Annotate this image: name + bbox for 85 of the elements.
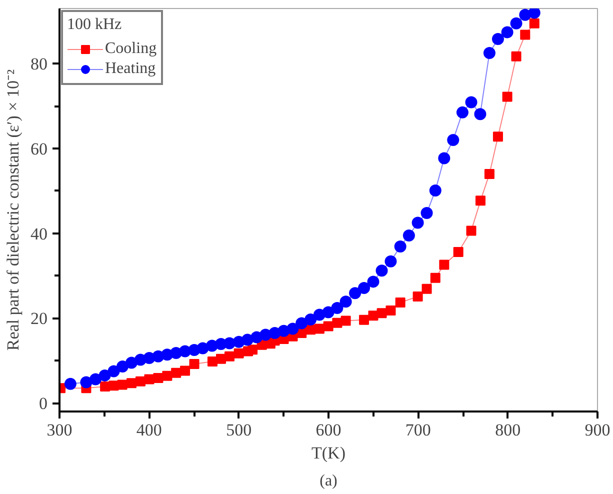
point [394, 240, 406, 252]
point [520, 30, 530, 40]
point [108, 365, 120, 378]
point [359, 314, 370, 325]
point [117, 380, 128, 390]
point [340, 296, 352, 308]
point [465, 96, 478, 108]
point [386, 306, 396, 316]
point [511, 51, 522, 62]
y-tick-label: 80 [30, 54, 48, 74]
point [314, 324, 324, 334]
point [484, 168, 494, 179]
point [248, 344, 258, 355]
y-tick-label: 20 [30, 309, 48, 328]
point [349, 287, 362, 300]
point [332, 318, 342, 328]
point [322, 306, 334, 318]
point [501, 26, 514, 38]
point [492, 33, 504, 46]
point [340, 316, 351, 326]
point [422, 284, 432, 294]
x-tick-label: 600 [316, 420, 342, 440]
point [304, 313, 317, 326]
point [64, 378, 76, 390]
point [528, 8, 540, 19]
point [438, 152, 450, 164]
point [395, 297, 406, 308]
point [241, 334, 254, 346]
point [98, 369, 111, 382]
point [224, 351, 235, 362]
point [502, 92, 512, 102]
point [420, 206, 433, 219]
point [447, 134, 460, 146]
x-tick-label: 700 [405, 420, 431, 440]
point [429, 184, 442, 196]
point [529, 18, 540, 28]
point [475, 196, 486, 206]
point [456, 106, 468, 118]
point [376, 308, 387, 318]
x-tick-label: 900 [584, 420, 610, 440]
point [286, 322, 299, 335]
point [116, 360, 129, 373]
point [126, 378, 136, 388]
point [331, 302, 344, 314]
point [402, 229, 415, 242]
point [474, 108, 486, 120]
point [519, 8, 532, 21]
point [323, 321, 334, 332]
point [189, 358, 200, 369]
point [510, 17, 522, 30]
point [162, 370, 172, 381]
legend-title: 100 kHz [67, 16, 123, 34]
point [384, 255, 397, 268]
point [171, 368, 182, 378]
legend-label: Heating [105, 60, 156, 78]
y-axis-title: Real part of dielectric constant (ε′) × 10⁻² [4, 69, 22, 351]
point [412, 292, 423, 302]
point [453, 246, 464, 257]
point [296, 317, 308, 330]
point [492, 132, 503, 142]
point [466, 226, 476, 236]
legend-label: Cooling [105, 40, 157, 58]
x-tick-label: 400 [136, 420, 162, 440]
point [234, 348, 244, 358]
x-tick-label: 300 [46, 420, 72, 440]
point [358, 282, 370, 294]
y-tick-label: 40 [30, 224, 48, 244]
x-tick-label: 800 [495, 420, 521, 440]
point [376, 264, 388, 277]
point [108, 380, 119, 391]
point [135, 376, 146, 386]
text: (a) [320, 472, 338, 490]
point [412, 216, 424, 229]
point [367, 276, 380, 288]
point [430, 272, 440, 283]
point [439, 260, 450, 270]
point [483, 47, 496, 60]
point [90, 373, 102, 386]
point [180, 366, 190, 376]
point [153, 372, 164, 383]
y-tick-label: 0 [39, 394, 48, 414]
y-tick-label: 60 [30, 139, 48, 158]
x-axis-title: T(K) [312, 444, 346, 462]
point [368, 310, 378, 321]
x-tick-label: 500 [226, 420, 252, 440]
